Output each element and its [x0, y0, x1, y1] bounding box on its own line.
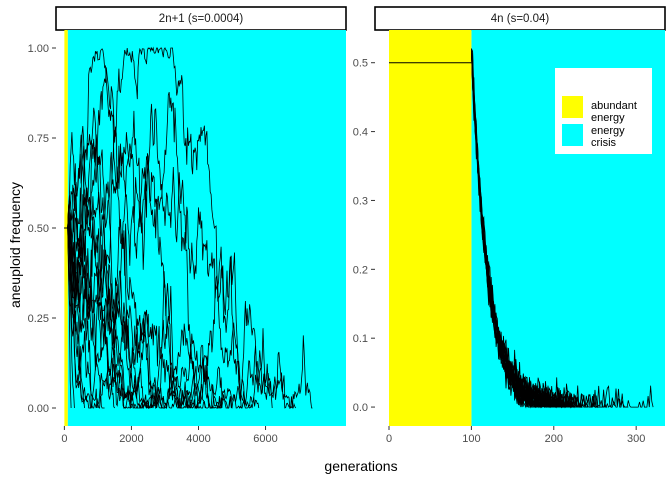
x-tick-label: 200: [545, 433, 563, 445]
x-tick-label: 4000: [186, 433, 210, 445]
y-tick-label: 0.3: [353, 195, 368, 207]
strip-left-label: 2n+1 (s=0.0004): [159, 13, 244, 25]
right-series-group: [389, 48, 654, 409]
y-tick-label: 1.00: [28, 43, 49, 55]
series-line: [64, 138, 297, 410]
legend-label-crisis-1: energy: [591, 125, 625, 137]
x-axis-title: generations: [324, 458, 397, 474]
y-tick-label: 0.4: [353, 127, 368, 139]
series-line: [64, 145, 313, 410]
y-tick-label: 0.50: [28, 223, 49, 235]
legend-key-abundant: [562, 96, 583, 118]
x-tick-label: 0: [61, 433, 67, 445]
series-line: [64, 211, 273, 409]
y-axis-title: aneuploid frequency: [7, 182, 23, 308]
legend-label-abundant-2: energy: [591, 112, 625, 124]
legend: abundant energy energy crisis: [555, 68, 652, 154]
panel-left: 2n+1 (s=0.0004) 0.00 0.25 0.50 0.75 1.00 0 20…: [28, 6, 347, 445]
series-line: [64, 199, 132, 409]
y-tick-label: 0.75: [28, 133, 49, 145]
x-tick-label: 2000: [119, 433, 143, 445]
series-line: [64, 223, 206, 410]
left-x-axis: 0 2000 4000 6000: [61, 426, 278, 445]
panel-right: 4n (s=0.04) 0.0 0.1 0.2 0.3 0.4 0.5 0 100 200 30…: [353, 6, 666, 445]
x-tick-label: 300: [627, 433, 645, 445]
x-tick-label: 100: [462, 433, 480, 445]
legend-label-crisis-2: crisis: [591, 137, 617, 149]
y-tick-label: 0.25: [28, 313, 49, 325]
left-y-axis: 0.00 0.25 0.50 0.75 1.00: [28, 43, 56, 415]
legend-key-crisis: [562, 124, 583, 146]
series-line: [64, 46, 260, 409]
series-line: [471, 48, 654, 409]
series-line: [64, 216, 233, 410]
y-tick-label: 0.1: [353, 333, 368, 345]
right-y-axis: 0.0 0.1 0.2 0.3 0.4 0.5: [353, 58, 375, 414]
strip-right-label: 4n (s=0.04): [491, 13, 550, 25]
x-tick-label: 0: [386, 433, 392, 445]
y-tick-label: 0.2: [353, 264, 368, 276]
legend-label-abundant-1: abundant: [591, 100, 637, 112]
y-tick-label: 0.0: [353, 402, 368, 414]
series-line: [64, 48, 223, 409]
left-series-group: [64, 46, 313, 410]
right-abundant-bg: [389, 30, 472, 426]
y-tick-label: 0.00: [28, 403, 49, 415]
right-x-axis: 0 100 200 300: [386, 426, 645, 445]
y-tick-label: 0.5: [353, 58, 368, 70]
x-tick-label: 6000: [253, 433, 277, 445]
